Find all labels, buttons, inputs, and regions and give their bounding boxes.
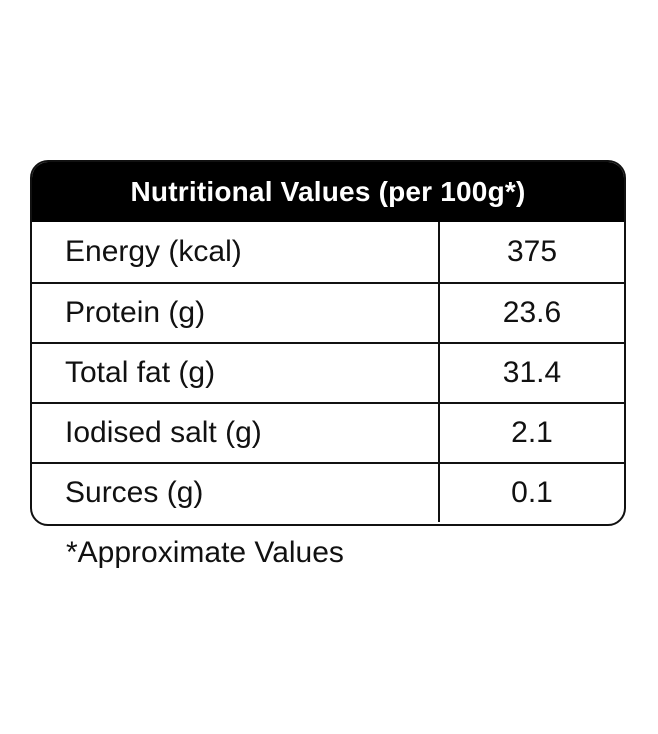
table-row: Energy (kcal) 375 xyxy=(32,222,624,282)
table-row: Total fat (g) 31.4 xyxy=(32,342,624,402)
nutrient-value: 0.1 xyxy=(511,476,553,509)
table-body: Energy (kcal) 375 Protein (g) 23.6 Total… xyxy=(32,222,624,522)
nutrition-table: Nutritional Values (per 100g*) Energy (k… xyxy=(30,160,626,526)
nutrient-name: Energy (kcal) xyxy=(32,222,440,282)
table-row: Surces (g) 0.1 xyxy=(32,462,624,522)
table-row: Iodised salt (g) 2.1 xyxy=(32,402,624,462)
nutrient-value: 2.1 xyxy=(511,416,553,449)
nutrient-name: Surces (g) xyxy=(32,464,440,522)
nutrient-value: 31.4 xyxy=(502,356,562,389)
nutrient-value: 375 xyxy=(506,235,558,268)
nutrient-name: Iodised salt (g) xyxy=(32,404,440,462)
nutrient-value: 23.6 xyxy=(502,296,562,329)
nutrient-name: Protein (g) xyxy=(32,284,440,342)
table-title: Nutritional Values (per 100g*) xyxy=(32,162,624,222)
table-row: Protein (g) 23.6 xyxy=(32,282,624,342)
footnote: *Approximate Values xyxy=(66,536,344,569)
nutrient-name: Total fat (g) xyxy=(32,344,440,402)
